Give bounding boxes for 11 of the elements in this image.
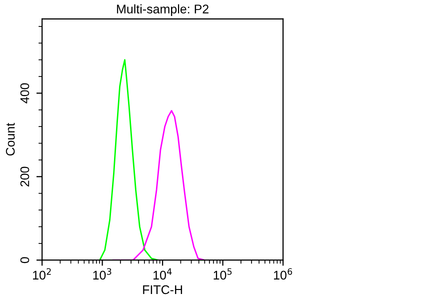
x-tick-label: 10$^{6}$ xyxy=(274,268,292,280)
y-tick-label: 200 xyxy=(20,166,30,186)
chart-title: Multi-sample: P2 xyxy=(117,4,208,16)
y-axis-title: Count xyxy=(6,122,15,156)
x-tick-label: 10$^{4}$ xyxy=(154,268,172,280)
y-tick-label: 0 xyxy=(20,257,30,264)
x-tick-label: 10$^{3}$ xyxy=(93,268,112,280)
x-axis-title: FITC-H xyxy=(143,285,182,294)
y-tick-label: 400 xyxy=(20,83,30,104)
x-tick-label: 10$^{2}$ xyxy=(33,268,51,280)
x-tick-label: 10$^{5}$ xyxy=(214,268,232,280)
